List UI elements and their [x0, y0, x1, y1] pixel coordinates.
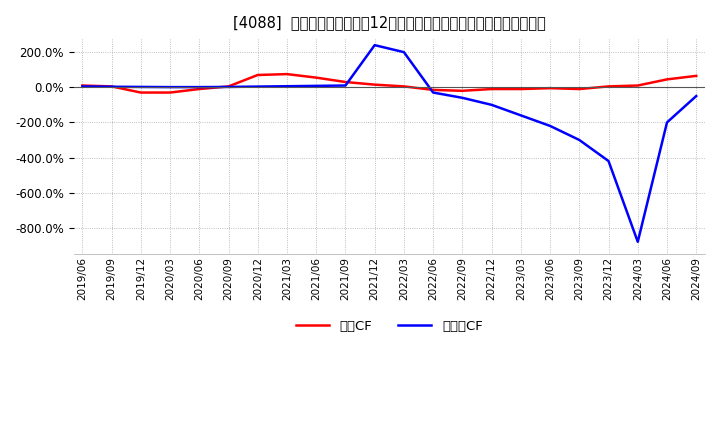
フリーCF	[400, 50, 408, 55]
営業CF	[253, 72, 262, 77]
営業CF	[137, 90, 145, 95]
フリーCF	[516, 113, 525, 118]
営業CF	[283, 71, 292, 77]
営業CF	[166, 90, 174, 95]
フリーCF	[487, 102, 496, 107]
フリーCF	[312, 83, 320, 88]
営業CF	[487, 86, 496, 92]
営業CF	[429, 87, 438, 92]
Title: [4088]  キャッシュフローの12か月移動合計の対前年同期増減率の推移: [4088] キャッシュフローの12か月移動合計の対前年同期増減率の推移	[233, 15, 546, 30]
フリーCF	[634, 239, 642, 245]
営業CF	[400, 84, 408, 89]
フリーCF	[370, 43, 379, 48]
フリーCF	[166, 84, 174, 90]
フリーCF	[341, 83, 350, 88]
営業CF	[575, 86, 584, 92]
フリーCF	[604, 158, 613, 164]
営業CF	[662, 77, 671, 82]
フリーCF	[224, 84, 233, 90]
フリーCF	[253, 84, 262, 89]
フリーCF	[692, 93, 701, 99]
フリーCF	[429, 90, 438, 95]
Line: 営業CF: 営業CF	[82, 74, 696, 92]
営業CF	[107, 84, 116, 89]
フリーCF	[575, 137, 584, 143]
フリーCF	[78, 84, 86, 89]
営業CF	[370, 82, 379, 87]
フリーCF	[662, 120, 671, 125]
フリーCF	[137, 84, 145, 90]
営業CF	[516, 86, 525, 92]
営業CF	[546, 85, 554, 91]
営業CF	[312, 75, 320, 80]
営業CF	[224, 84, 233, 89]
営業CF	[195, 86, 204, 92]
営業CF	[692, 73, 701, 78]
フリーCF	[107, 84, 116, 89]
営業CF	[78, 83, 86, 88]
フリーCF	[195, 84, 204, 90]
営業CF	[634, 83, 642, 88]
営業CF	[604, 84, 613, 89]
Line: フリーCF: フリーCF	[82, 45, 696, 242]
フリーCF	[458, 95, 467, 100]
Legend: 営業CF, フリーCF: 営業CF, フリーCF	[291, 315, 488, 338]
営業CF	[341, 79, 350, 84]
営業CF	[458, 88, 467, 93]
フリーCF	[283, 84, 292, 89]
フリーCF	[546, 123, 554, 128]
